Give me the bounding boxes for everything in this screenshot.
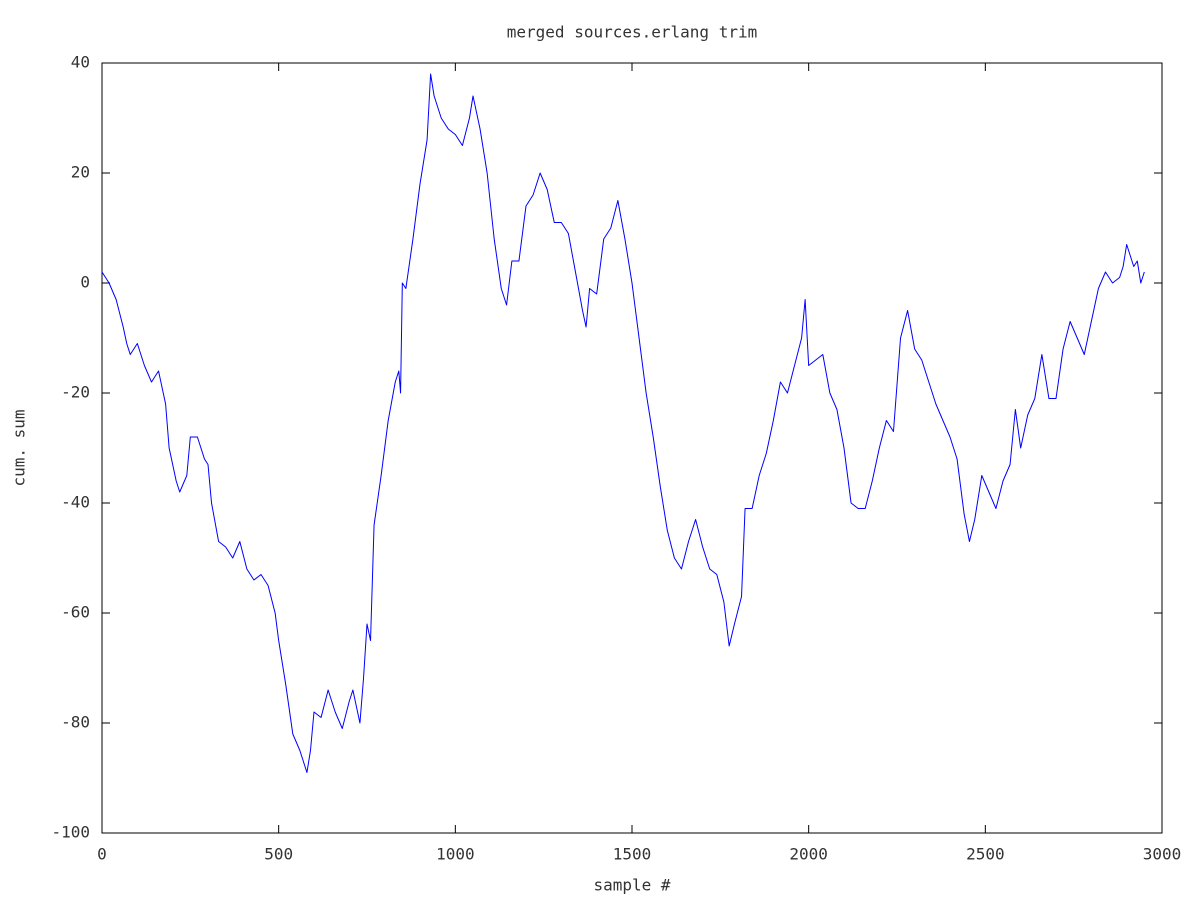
x-tick-label: 1500	[613, 845, 652, 864]
y-tick-label: 0	[80, 273, 90, 292]
chart-title: merged sources.erlang trim	[507, 23, 757, 42]
y-tick-label: -40	[61, 493, 90, 512]
y-tick-label: -60	[61, 603, 90, 622]
y-tick-label: 40	[71, 53, 90, 72]
x-tick-label: 500	[264, 845, 293, 864]
x-tick-label: 2500	[966, 845, 1005, 864]
y-tick-label: 20	[71, 163, 90, 182]
x-tick-label: 3000	[1143, 845, 1182, 864]
y-tick-label: -20	[61, 383, 90, 402]
x-tick-label: 0	[97, 845, 107, 864]
data-line	[101, 73, 1145, 773]
plot-frame	[101, 62, 1163, 834]
x-tick-label: 2000	[789, 845, 828, 864]
y-axis-label: cum. sum	[10, 409, 29, 486]
y-tick-label: -100	[51, 823, 90, 842]
y-tick-label: -80	[61, 713, 90, 732]
x-tick-label: 1000	[436, 845, 475, 864]
x-axis-label: sample #	[593, 876, 670, 895]
